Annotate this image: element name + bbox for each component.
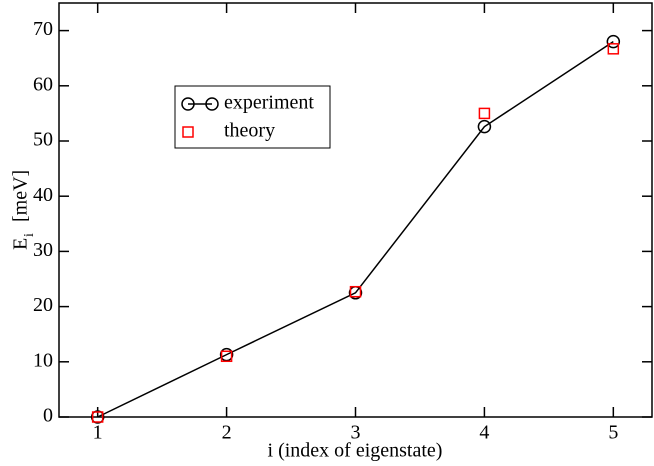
y-tick-label: 0: [43, 405, 53, 427]
x-tick-label: 2: [222, 422, 232, 444]
x-tick-label: 4: [479, 422, 489, 444]
data-point: [220, 350, 233, 363]
y-label-main: E: [10, 238, 32, 250]
data-point: [478, 107, 491, 120]
data-point: [477, 119, 492, 134]
legend-label: experiment: [224, 92, 314, 114]
y-tick-label: 20: [33, 294, 53, 316]
y-tick-label: 50: [33, 129, 53, 151]
legend-marker: [182, 126, 194, 138]
y-tick-label: 60: [33, 73, 53, 95]
legend-marker: [205, 97, 219, 111]
data-point: [90, 410, 105, 424]
data-point: [349, 285, 362, 298]
data-point: [606, 34, 621, 49]
x-axis-label: i (index of eigenstate): [268, 440, 443, 462]
x-tick-label: 3: [351, 422, 361, 444]
data-point: [607, 43, 620, 55]
y-tick-label: 30: [33, 239, 53, 261]
x-tick-label: 1: [93, 422, 103, 444]
legend-label: theory: [224, 120, 275, 142]
legend-box: [174, 85, 331, 149]
y-label-sub: i: [22, 233, 37, 237]
series-line: [97, 41, 614, 418]
y-axis-label: E i [meV]: [10, 170, 38, 250]
legend-marker: [181, 97, 195, 111]
x-tick-label: 5: [608, 422, 618, 444]
y-tick-label: 10: [33, 349, 53, 371]
y-label-unit: [meV]: [10, 170, 32, 222]
y-tick-label: 70: [33, 18, 53, 40]
data-point: [91, 411, 104, 423]
y-tick-label: 40: [33, 184, 53, 206]
plot-frame: [58, 2, 653, 418]
